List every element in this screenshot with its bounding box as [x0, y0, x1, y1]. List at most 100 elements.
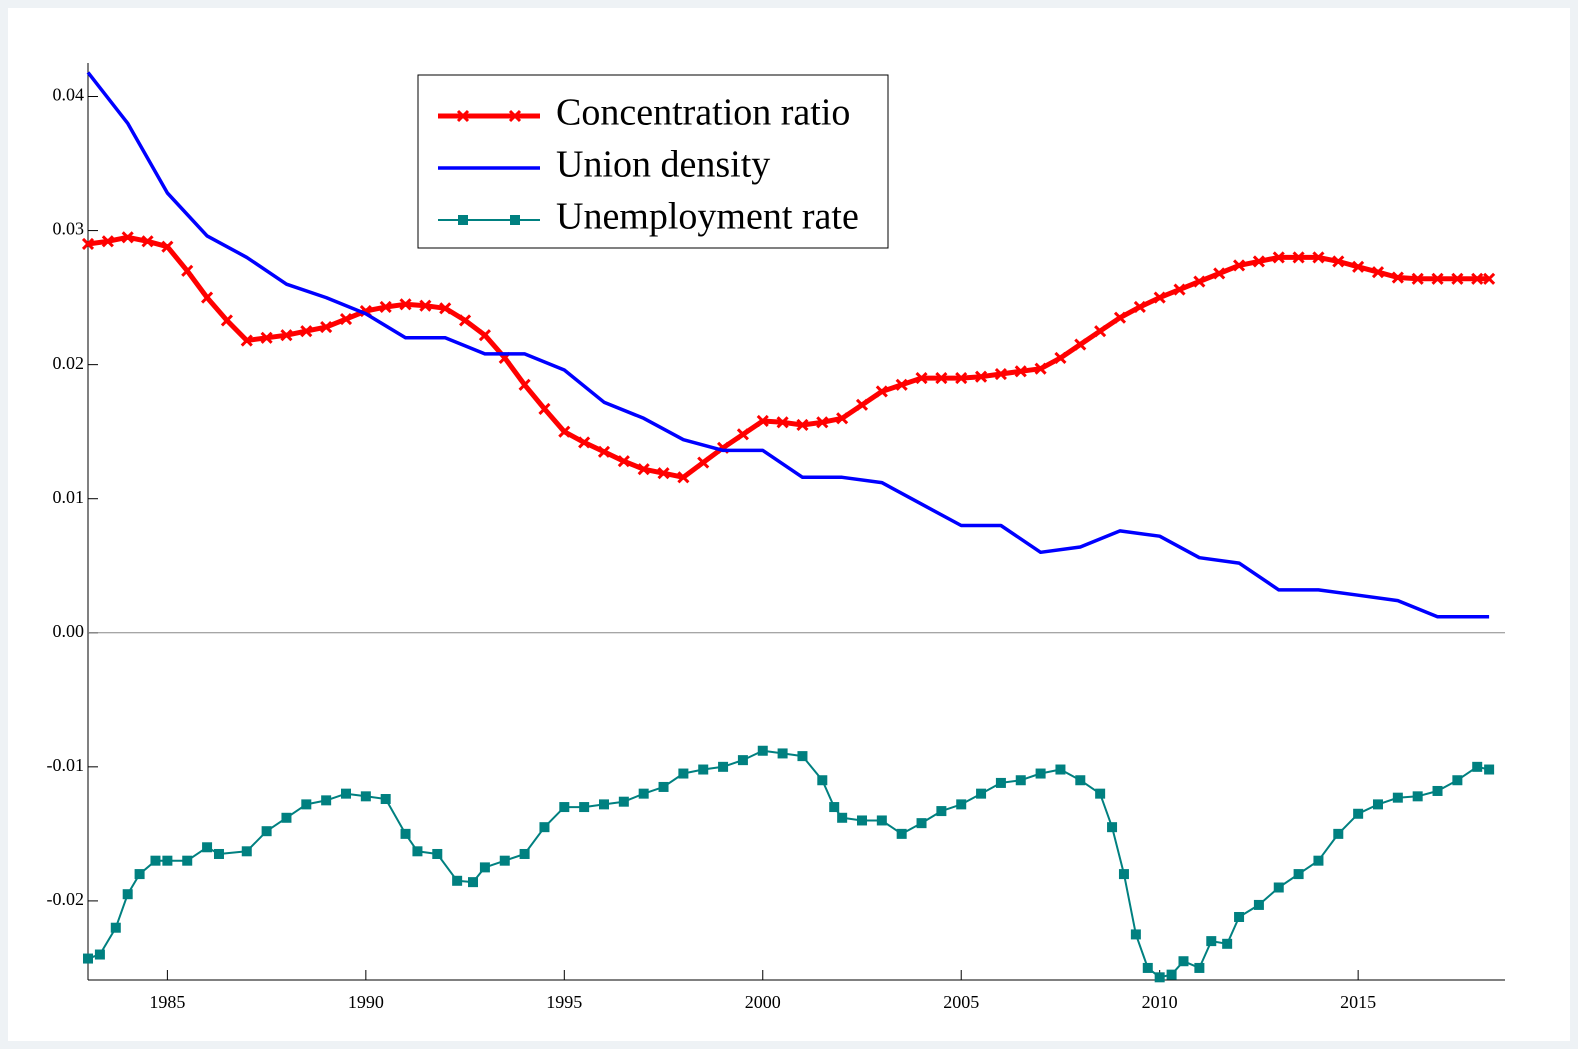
marker [538, 402, 551, 415]
marker [1193, 275, 1206, 288]
marker [875, 385, 888, 398]
marker [678, 768, 689, 779]
marker [1431, 272, 1444, 285]
marker [1371, 266, 1385, 279]
marker [856, 815, 867, 826]
marker [1312, 251, 1325, 264]
marker [1451, 272, 1464, 285]
marker [201, 291, 214, 304]
marker [340, 788, 351, 799]
x-tick-label: 1985 [149, 992, 185, 1012]
legend-label: Union density [556, 144, 770, 186]
y-tick-label: 0.01 [53, 487, 85, 507]
marker [419, 299, 432, 312]
marker [697, 456, 710, 469]
marker [439, 302, 452, 315]
marker [1372, 799, 1383, 810]
marker [578, 436, 591, 449]
marker [1173, 283, 1186, 296]
y-tick-label: 0.00 [53, 621, 85, 641]
legend: Concentration ratio Union density Unemploy… [417, 74, 889, 249]
marker [260, 331, 273, 344]
marker [1130, 929, 1141, 940]
marker [1391, 271, 1404, 284]
marker [975, 370, 988, 383]
marker [1118, 869, 1129, 880]
marker [181, 264, 194, 277]
marker [1483, 272, 1496, 285]
marker [617, 455, 630, 468]
marker [1074, 338, 1087, 351]
marker [1333, 828, 1344, 839]
marker [379, 300, 392, 314]
marker [241, 846, 252, 857]
marker [757, 745, 768, 756]
marker [776, 416, 789, 429]
marker [1234, 911, 1245, 922]
marker [936, 806, 947, 817]
legend-marker [458, 215, 468, 225]
x-tick-label: 1995 [546, 992, 582, 1012]
marker [1332, 255, 1345, 268]
marker [261, 826, 272, 837]
marker [1034, 362, 1047, 375]
marker [1222, 938, 1233, 949]
marker [718, 761, 729, 772]
marker [478, 329, 491, 342]
marker [896, 828, 907, 839]
marker [240, 334, 253, 347]
legend-marker [508, 109, 522, 123]
y-tick-label: 0.04 [53, 85, 85, 105]
marker [1232, 259, 1246, 272]
marker [1035, 768, 1046, 779]
marker [300, 325, 313, 338]
marker [698, 764, 709, 775]
marker [220, 314, 233, 327]
marker [994, 367, 1007, 381]
y-tick-label: 0.02 [53, 353, 85, 373]
marker [1166, 969, 1177, 980]
marker [162, 855, 173, 866]
marker [122, 889, 133, 900]
marker [1154, 972, 1165, 983]
marker [468, 877, 479, 888]
marker [101, 235, 114, 248]
marker [637, 463, 650, 476]
marker [559, 802, 570, 813]
marker [1133, 300, 1146, 314]
x-tick-label: 2010 [1142, 992, 1178, 1012]
marker [876, 815, 887, 826]
marker [677, 471, 690, 484]
marker [1432, 785, 1443, 796]
marker [836, 412, 849, 425]
marker [280, 329, 293, 342]
marker [1153, 291, 1166, 304]
marker [777, 748, 788, 759]
marker [360, 791, 371, 802]
series-line [87, 234, 1490, 480]
marker [81, 237, 95, 251]
marker [895, 378, 908, 391]
marker [756, 414, 769, 428]
marker [796, 418, 809, 432]
marker [1293, 869, 1304, 880]
marker [935, 371, 948, 385]
marker [1272, 251, 1285, 264]
marker [499, 855, 510, 866]
marker [518, 378, 531, 391]
marker [618, 796, 629, 807]
marker [1392, 792, 1403, 803]
marker [1015, 775, 1026, 786]
marker [1194, 962, 1205, 973]
marker [432, 848, 443, 859]
marker [1113, 311, 1127, 324]
marker [83, 953, 93, 964]
marker [797, 751, 808, 762]
marker [736, 428, 749, 441]
marker [1055, 764, 1066, 775]
marker [579, 802, 590, 813]
marker [202, 842, 213, 853]
marker [976, 788, 987, 799]
marker [817, 775, 828, 786]
marker [1292, 251, 1305, 264]
